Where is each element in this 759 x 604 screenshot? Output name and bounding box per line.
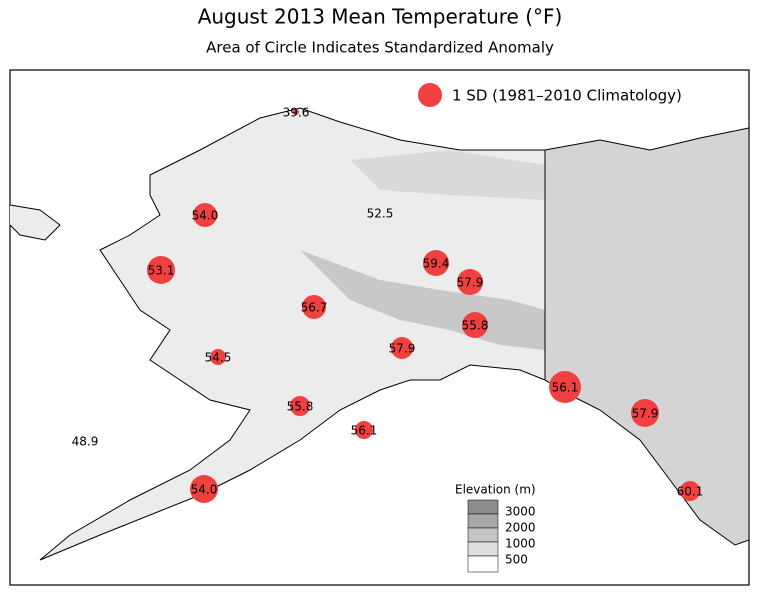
station-temp: 56.1 [351, 424, 378, 438]
elevation-level: 500 [505, 553, 528, 567]
anomaly-circle [631, 399, 659, 427]
station-temp: 57.9 [632, 407, 659, 421]
station-temp: 54.0 [192, 209, 219, 223]
station-temp: 54.5 [205, 351, 232, 365]
subtitle: Area of Circle Indicates Standardized An… [206, 39, 554, 57]
station-temp: 39.6 [283, 106, 310, 120]
station-temp: 53.1 [148, 264, 175, 278]
title: August 2013 Mean Temperature (°F) [198, 5, 563, 29]
anomaly-circle [457, 269, 483, 295]
anomaly-circle [680, 481, 700, 501]
anomaly-circle [302, 295, 326, 319]
legend-label: 1 SD (1981–2010 Climatology) [452, 87, 682, 105]
station-temp: 59.4 [423, 257, 450, 271]
elevation-level: 2000 [505, 521, 536, 535]
station-temp: 55.8 [287, 400, 314, 414]
anomaly-circle [210, 349, 226, 365]
elevation-level: 1000 [505, 537, 536, 551]
station-temp: 52.5 [367, 207, 394, 221]
elevation-level: 3000 [505, 505, 536, 519]
anomaly-circle [391, 337, 413, 359]
legend-symbol [418, 83, 442, 107]
anomaly-circle [290, 396, 310, 416]
station-temp: 55.8 [462, 319, 489, 333]
station-temp: 54.0 [191, 483, 218, 497]
anomaly-circle [293, 109, 299, 115]
elevation-scale [467, 499, 499, 573]
anomaly-circle [423, 250, 449, 276]
station-temp: 56.7 [301, 301, 328, 315]
station-temp: 60.1 [677, 485, 704, 499]
anomaly-circle [190, 475, 218, 503]
station-temp: 57.9 [457, 276, 484, 290]
anomaly-circle [193, 203, 217, 227]
anomaly-circle [147, 256, 175, 284]
station-temp: 56.1 [552, 381, 579, 395]
anomaly-circle [462, 312, 488, 338]
land [9, 107, 750, 561]
anomaly-circle [355, 421, 373, 439]
station-temp: 48.9 [72, 435, 99, 449]
station-temp: 57.9 [389, 342, 416, 356]
anomaly-circle [549, 371, 581, 403]
elevation-title: Elevation (m) [455, 483, 536, 497]
